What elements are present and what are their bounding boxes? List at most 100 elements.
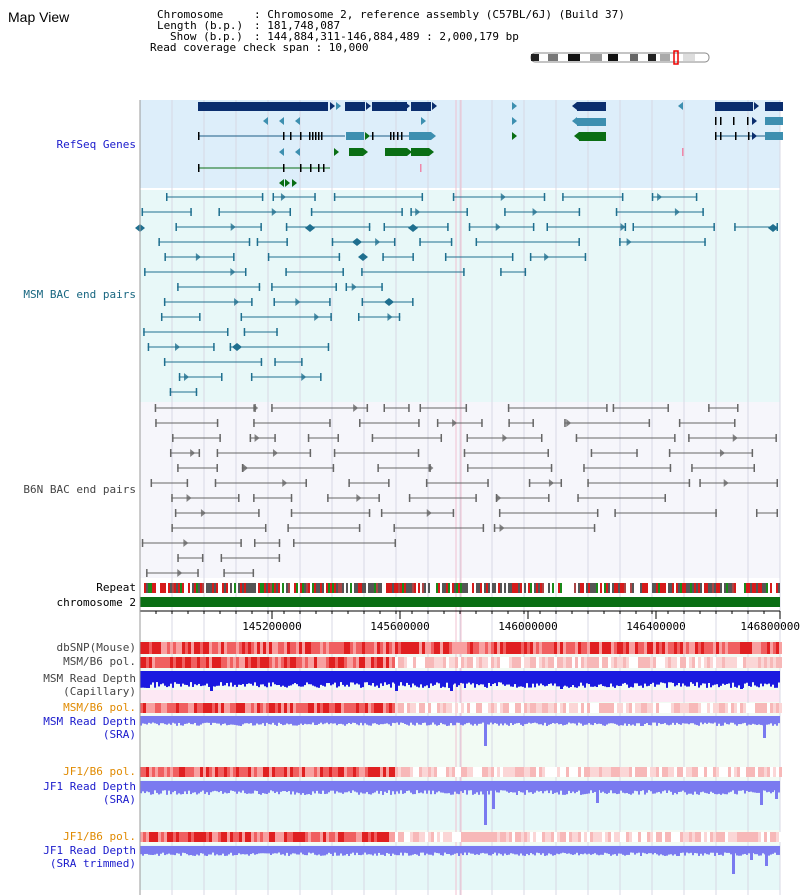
heat-cell — [416, 832, 419, 842]
label-jf1-pol-1[interactable]: JF1/B6 pol. — [63, 765, 136, 778]
depth-bar — [236, 716, 238, 726]
depth-bar — [394, 716, 396, 724]
depth-bar — [430, 846, 432, 855]
heat-cell — [233, 767, 236, 777]
depth-bar — [182, 781, 184, 795]
heat-cell — [164, 767, 167, 777]
repeat-element — [148, 583, 150, 593]
label-jf1-depth-sra[interactable]: JF1 Read Depth — [43, 780, 136, 793]
heat-cell — [743, 832, 746, 842]
depth-bar — [270, 671, 272, 687]
depth-bar — [364, 781, 366, 794]
depth-bar — [506, 846, 508, 856]
label-msm-pol-1[interactable]: MSM/B6 pol. — [63, 655, 136, 668]
depth-bar — [266, 781, 268, 795]
msm-bac-end — [267, 253, 270, 261]
heat-cell — [377, 703, 380, 713]
heat-cell — [242, 642, 245, 654]
repeat-element — [508, 583, 510, 593]
refseq-genes[interactable] — [198, 102, 783, 187]
read-depth-tracks[interactable] — [140, 671, 780, 874]
depth-bar — [184, 846, 186, 854]
label-jf1-pol-2[interactable]: JF1/B6 pol. — [63, 830, 136, 843]
heat-cell — [353, 657, 356, 668]
depth-bar — [288, 781, 290, 792]
ideogram-band — [660, 54, 670, 61]
depth-bar — [606, 846, 608, 854]
label-repeat[interactable]: Repeat — [96, 581, 136, 594]
label-msm-pol-2[interactable]: MSM/B6 pol. — [63, 701, 136, 714]
msm-bac-pairs[interactable] — [135, 193, 778, 396]
depth-bar — [458, 846, 460, 856]
repeat-element — [394, 583, 396, 593]
heat-cell — [200, 767, 203, 777]
heat-cell — [554, 767, 557, 777]
heat-tracks[interactable] — [140, 642, 782, 842]
heat-cell — [662, 832, 665, 842]
heat-cell — [731, 832, 734, 842]
heat-cell — [452, 767, 455, 777]
repeat-element — [492, 583, 494, 593]
axis-tick-label: 146400000 — [626, 620, 686, 633]
msm-bac-end — [169, 388, 172, 396]
heat-cell — [275, 767, 278, 777]
depth-bar — [350, 671, 352, 683]
heat-cell — [215, 657, 218, 668]
heat-cell — [338, 767, 341, 777]
heat-cell — [617, 832, 620, 842]
depth-bar — [564, 846, 566, 854]
heat-cell — [512, 657, 515, 668]
depth-bar — [178, 781, 180, 794]
depth-bar — [352, 781, 354, 791]
heat-cell — [692, 832, 695, 842]
depth-bar — [432, 846, 434, 856]
depth-bar — [622, 781, 624, 793]
heat-cell — [242, 703, 245, 713]
heat-cell — [188, 642, 191, 654]
heat-cell — [461, 642, 464, 654]
label-msm-depth-sra[interactable]: MSM Read Depth — [43, 715, 136, 728]
label-refseq-genes[interactable]: RefSeq Genes — [56, 138, 136, 151]
depth-bar — [720, 716, 722, 726]
heat-cell — [386, 703, 389, 713]
depth-bar — [414, 716, 416, 726]
chromosome-ideogram[interactable] — [530, 50, 710, 65]
heat-cell — [500, 767, 503, 777]
heat-cell — [551, 657, 554, 668]
heat-cell — [467, 767, 470, 777]
depth-bar — [652, 846, 654, 855]
label-dbsnp[interactable]: dbSNP(Mouse) — [56, 641, 136, 654]
heat-cell — [722, 657, 725, 668]
label-jf1-depth-trim[interactable]: JF1 Read Depth — [43, 844, 136, 857]
heat-cell — [779, 657, 782, 668]
b6n-bac-end — [463, 449, 466, 457]
repeat-track[interactable] — [144, 583, 780, 593]
depth-bar — [534, 671, 536, 688]
depth-bar — [592, 846, 594, 855]
heat-cell — [323, 642, 326, 654]
heat-cell — [365, 703, 368, 713]
msm-bac-end — [213, 343, 215, 351]
depth-bar — [380, 671, 382, 684]
label-msm-bac[interactable]: MSM BAC end pairs — [23, 288, 136, 301]
depth-bar — [404, 846, 406, 853]
heat-cell — [254, 703, 257, 713]
heat-cell — [734, 642, 737, 654]
position-axis: 145200000 145600000 146000000 146400000 1468… — [139, 610, 800, 633]
heat-cell — [221, 642, 224, 654]
depth-bar — [508, 846, 510, 855]
b6n-bac-pairs[interactable] — [141, 404, 778, 577]
heat-cell — [263, 642, 266, 654]
depth-bar — [660, 671, 662, 683]
label-msm-depth-cap[interactable]: MSM Read Depth — [43, 672, 136, 685]
label-b6n-bac[interactable]: B6N BAC end pairs — [23, 483, 136, 496]
heat-cell — [620, 767, 623, 777]
depth-bar — [420, 781, 422, 793]
repeat-element — [222, 583, 224, 593]
b6n-bac-end — [383, 404, 386, 412]
depth-bar — [456, 781, 458, 794]
heat-cell — [638, 767, 641, 777]
heat-cell — [500, 832, 503, 842]
depth-bar — [212, 781, 214, 792]
heat-cell — [254, 657, 257, 668]
